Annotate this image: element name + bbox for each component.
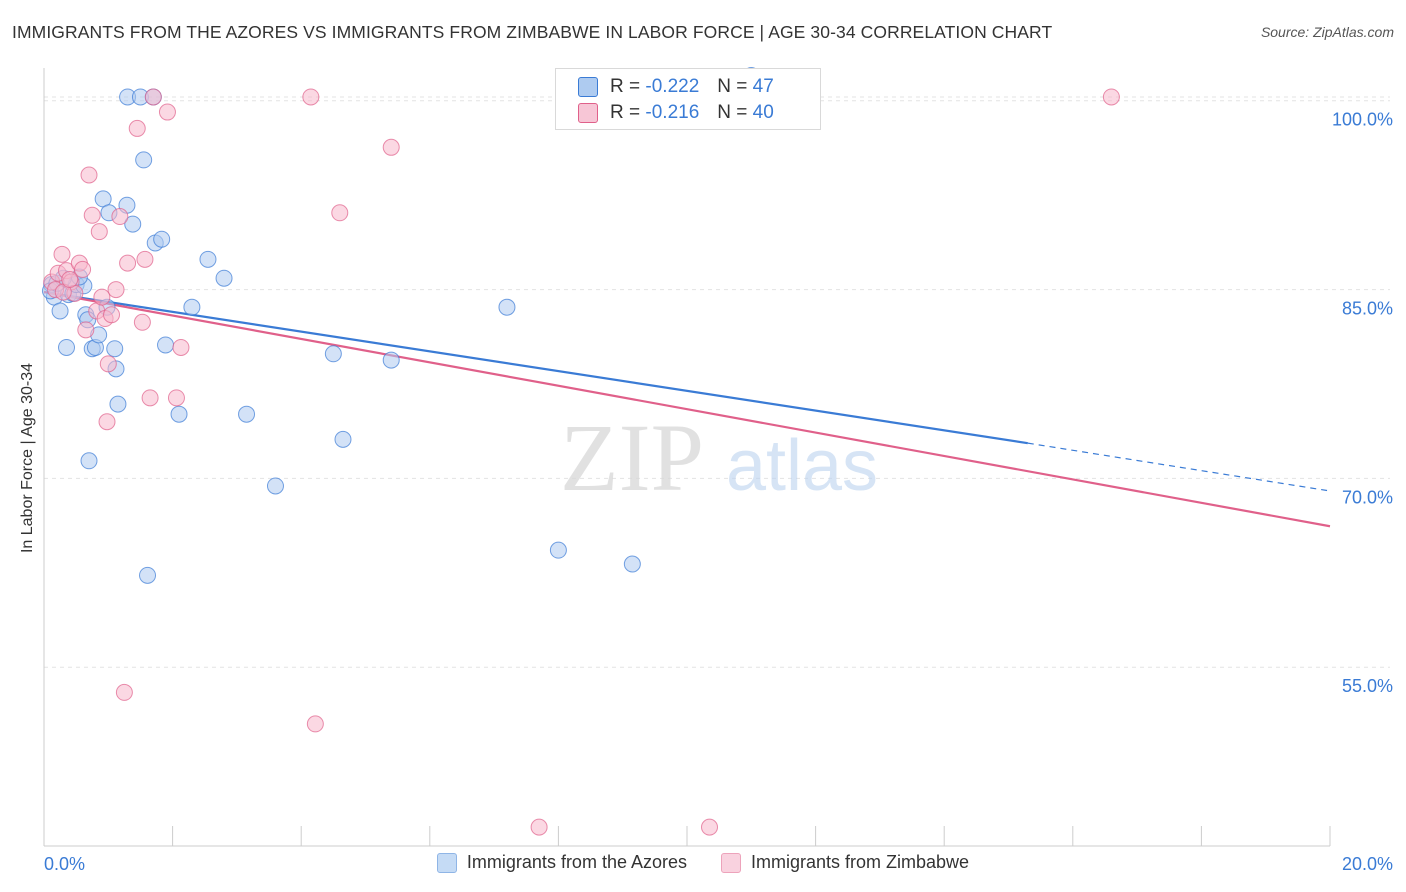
zimbabwe-point: [530, 818, 548, 836]
source-credit: Source: ZipAtlas.com: [1260, 24, 1394, 40]
zimbabwe-point: [306, 715, 324, 733]
r-label: R =: [610, 102, 641, 123]
gridlines: [44, 96, 1390, 668]
legend-label-azores: Immigrants from the Azores: [466, 852, 687, 872]
x-tick-label: 20.0%: [1342, 854, 1393, 874]
zimbabwe-point: [382, 138, 400, 156]
azores-trend-extension: [1027, 442, 1331, 492]
zimbabwe-point: [80, 166, 98, 184]
zimbabwe-point: [144, 88, 162, 106]
azores-point: [623, 555, 641, 573]
azores-point: [139, 566, 157, 584]
zimbabwe-point: [99, 355, 117, 373]
azores-point: [153, 230, 171, 248]
zimbabwe-point: [167, 389, 185, 407]
azores-trend-line: [43, 290, 1028, 445]
zimbabwe-point: [107, 281, 125, 299]
azores-point: [324, 345, 342, 363]
zimbabwe-point: [133, 313, 151, 331]
azores-point: [135, 151, 153, 169]
azores-point: [215, 269, 233, 287]
x-tick-label: 0.0%: [44, 854, 85, 874]
azores-point: [58, 338, 76, 356]
zimbabwe-point: [103, 306, 121, 324]
axes: [43, 68, 1331, 847]
azores-legend-swatch: [436, 852, 457, 873]
r-value-azores: -0.222: [645, 76, 700, 97]
zimbabwe-point: [53, 245, 71, 263]
zimbabwe-point: [1102, 88, 1120, 106]
azores-point: [157, 336, 175, 354]
azores-point: [183, 298, 201, 316]
azores-point: [124, 215, 142, 233]
zimbabwe-point: [119, 254, 137, 272]
zimbabwe-point: [158, 103, 176, 121]
azores-point: [80, 452, 98, 470]
zimbabwe-trend-line: [43, 291, 1331, 528]
zimbabwe-point: [331, 204, 349, 222]
azores-point: [549, 541, 567, 559]
r-value-zimbabwe: -0.216: [645, 102, 700, 123]
legend-item-zimbabwe[interactable]: Immigrants from Zimbabwe: [721, 852, 969, 873]
legend-item-azores[interactable]: Immigrants from the Azores: [436, 852, 687, 873]
n-label: N =: [717, 76, 748, 97]
legend-label-zimbabwe: Immigrants from Zimbabwe: [751, 852, 970, 872]
series-zimbabwe: [43, 88, 1120, 836]
azores-point: [498, 298, 516, 316]
zimbabwe-point: [141, 389, 159, 407]
azores-point: [238, 405, 256, 423]
zimbabwe-point: [136, 250, 154, 268]
chart-title: IMMIGRANTS FROM THE AZORES VS IMMIGRANTS…: [12, 22, 1053, 42]
correlation-row-zimbabwe: R = -0.216 N = 40: [578, 100, 774, 126]
azores-point: [382, 351, 400, 369]
azores-point: [51, 302, 69, 320]
r-label: R =: [610, 76, 641, 97]
azores-point: [266, 477, 284, 495]
y-tick-label: 55.0%: [1342, 676, 1393, 696]
watermark-atlas: atlas: [726, 426, 878, 506]
zimbabwe-point: [61, 270, 79, 288]
y-tick-label: 70.0%: [1342, 487, 1393, 507]
zimbabwe-legend-swatch: [721, 852, 741, 873]
y-tick-label: 85.0%: [1342, 299, 1393, 319]
y-tick-labels: 55.0% 70.0% 85.0% 100.0%: [1332, 110, 1393, 697]
correlation-row-azores: R = -0.222 N = 47: [578, 74, 774, 100]
zimbabwe-point: [93, 288, 111, 306]
y-axis-label: In Labor Force | Age 30-34: [19, 362, 36, 554]
azores-point: [106, 340, 124, 358]
zimbabwe-point: [701, 818, 719, 836]
zimbabwe-swatch: [578, 103, 598, 123]
y-tick-label: 100.0%: [1332, 110, 1393, 130]
azores-point: [199, 250, 217, 268]
x-tick-labels: 0.0% 20.0%: [44, 854, 1393, 874]
azores-point: [334, 430, 352, 448]
zimbabwe-point: [128, 119, 146, 137]
watermark-zip: ZIP: [560, 404, 704, 511]
zimbabwe-point: [74, 260, 92, 278]
zimbabwe-point: [90, 223, 108, 241]
zimbabwe-point: [115, 683, 133, 701]
zimbabwe-point: [83, 206, 101, 224]
zimbabwe-point: [111, 208, 129, 226]
zimbabwe-point: [98, 413, 116, 431]
azores-swatch: [578, 77, 598, 97]
n-label: N =: [717, 102, 748, 123]
zimbabwe-point: [77, 321, 95, 339]
trend-lines: [43, 290, 1331, 528]
series-legend: Immigrants from the Azores Immigrants fr…: [0, 852, 1406, 873]
n-value-zimbabwe: 40: [752, 102, 774, 123]
n-value-azores: 47: [752, 76, 774, 97]
azores-point: [170, 405, 188, 423]
zimbabwe-point: [172, 338, 190, 356]
zimbabwe-point: [302, 88, 320, 106]
azores-point: [109, 395, 127, 413]
correlation-legend: R = -0.222 N = 47 R = -0.216 N = 40: [555, 68, 821, 130]
